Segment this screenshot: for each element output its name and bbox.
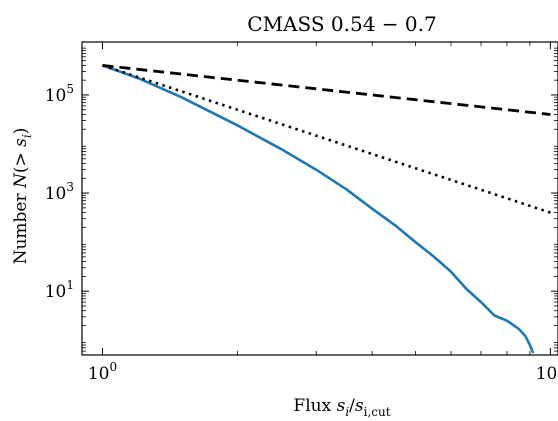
y-tick-label: 105 [45, 82, 74, 106]
axis-ticks: 101 103 105 100 101 [45, 42, 558, 384]
y-tick-label: 103 [45, 180, 74, 204]
series-solid-line [102, 64, 535, 354]
y-tick-label: 101 [45, 278, 74, 302]
chart-title: CMASS 0.54 − 0.7 [247, 12, 436, 36]
x-axis-label: Flux si/si,cut [293, 396, 390, 419]
data-series [102, 64, 551, 354]
x-tick-label: 101 [536, 360, 558, 384]
plot-frame [81, 41, 558, 356]
y-axis-label: Number N(> si) [11, 128, 34, 265]
x-tick-label: 100 [88, 360, 117, 384]
series-dashed-line [102, 64, 551, 116]
series-dotted-line [102, 64, 551, 214]
